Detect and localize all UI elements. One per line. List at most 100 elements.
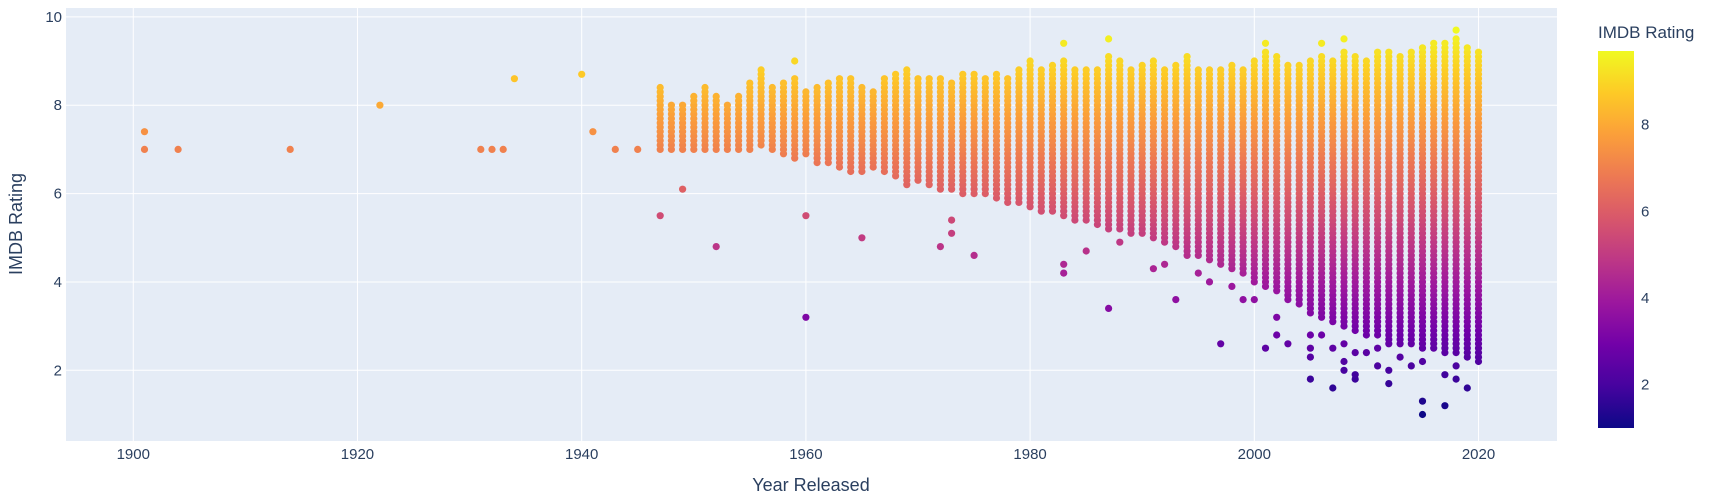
data-point (1385, 366, 1393, 374)
data-point (948, 229, 956, 237)
data-point (1452, 375, 1460, 383)
data-point (1418, 44, 1427, 52)
data-point (936, 75, 945, 83)
data-point (1418, 357, 1427, 366)
data-point (1138, 61, 1146, 69)
data-point (1474, 48, 1483, 56)
data-point (1273, 313, 1281, 321)
data-point (1071, 66, 1079, 74)
data-point (1105, 304, 1113, 312)
data-point (1351, 349, 1359, 357)
data-point (1295, 61, 1303, 69)
y-tick-label: 6 (54, 186, 62, 203)
colorbar-tick-label: 8 (1641, 117, 1649, 134)
data-point (690, 92, 698, 100)
data-point (970, 70, 978, 78)
data-point (1452, 362, 1460, 370)
data-point (1217, 66, 1225, 74)
data-point (1385, 380, 1393, 388)
data-point (679, 185, 687, 193)
data-point (791, 75, 799, 83)
data-point (1261, 344, 1270, 352)
data-point (1082, 66, 1090, 74)
data-point (858, 83, 866, 92)
data-point (1340, 48, 1348, 56)
y-tick-label: 4 (54, 274, 62, 291)
data-point (701, 83, 709, 92)
data-point (1329, 384, 1337, 392)
data-point (1060, 260, 1068, 268)
colorbar-tick-label: 2 (1641, 377, 1649, 394)
data-point (1149, 265, 1157, 273)
data-point (712, 92, 720, 100)
data-point (1116, 238, 1124, 246)
data-point (1105, 35, 1113, 43)
data-point (735, 92, 743, 100)
data-point (970, 251, 978, 259)
data-point (1060, 57, 1068, 65)
data-point (1340, 357, 1348, 366)
x-tick-label: 1960 (789, 446, 822, 463)
data-point (1228, 282, 1236, 290)
data-point (1340, 35, 1348, 43)
data-point (1261, 39, 1270, 47)
data-point (1284, 340, 1292, 348)
data-point (140, 128, 149, 136)
colorbar-tick-label: 6 (1641, 203, 1649, 220)
data-point (1396, 353, 1404, 361)
data-point (1340, 366, 1348, 374)
data-point (847, 75, 855, 83)
data-point (936, 243, 945, 251)
data-point (1105, 53, 1113, 61)
y-tick-label: 8 (54, 97, 62, 114)
data-point (1037, 66, 1045, 74)
data-point (634, 145, 642, 153)
data-point (376, 101, 384, 109)
data-point (757, 66, 765, 74)
data-point (1082, 247, 1090, 255)
data-point (578, 70, 586, 78)
data-point (1318, 53, 1326, 61)
data-point (723, 101, 732, 109)
data-point (712, 243, 720, 251)
data-point (880, 75, 889, 83)
data-point (892, 70, 900, 78)
data-point (1116, 57, 1124, 65)
data-point (1452, 26, 1460, 34)
data-point (1441, 371, 1449, 379)
data-point (1362, 349, 1370, 357)
colorbar-title: IMDB Rating (1598, 23, 1694, 42)
data-point (791, 57, 799, 65)
data-point (925, 75, 933, 83)
data-point (1306, 375, 1314, 383)
data-point (948, 79, 956, 87)
data-point (1161, 66, 1169, 74)
colorbar-ticks: 2 4 6 8 (1641, 117, 1649, 394)
data-point (1194, 66, 1202, 74)
data-point (1183, 53, 1191, 61)
data-point (1306, 344, 1314, 352)
data-point (824, 79, 832, 87)
data-point (1060, 39, 1068, 47)
data-point (1374, 362, 1382, 370)
y-axis-title: IMDB Rating (6, 173, 26, 275)
data-point (1329, 344, 1337, 352)
y-tick-label: 2 (54, 362, 62, 379)
colorbar-tick-label: 4 (1641, 290, 1649, 307)
data-point (1284, 61, 1292, 69)
data-point (1093, 66, 1101, 74)
data-point (1340, 340, 1348, 348)
data-points (140, 26, 1483, 419)
data-point (1407, 48, 1415, 56)
data-point (1228, 61, 1236, 69)
data-point (1004, 75, 1012, 83)
data-point (656, 212, 664, 220)
x-tick-label: 2020 (1462, 446, 1495, 463)
x-tick-label: 1920 (341, 446, 374, 463)
data-point (1407, 362, 1415, 370)
data-point (1239, 66, 1247, 74)
data-point (1418, 410, 1427, 419)
data-point (589, 128, 597, 136)
data-point (1127, 66, 1135, 74)
data-point (992, 70, 1001, 78)
